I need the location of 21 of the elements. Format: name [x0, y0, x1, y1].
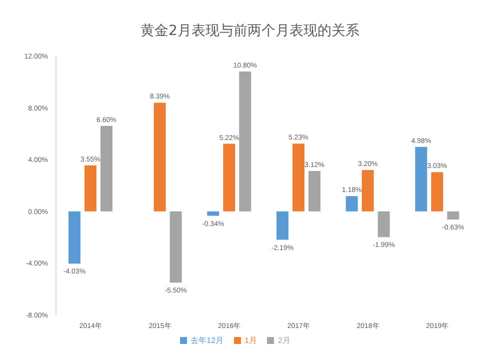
- bar: [239, 72, 252, 212]
- bar: [68, 211, 80, 264]
- bar: [292, 144, 304, 212]
- bar: [154, 102, 166, 212]
- bar: [100, 126, 112, 212]
- legend-label: 1月: [244, 336, 257, 345]
- bar: [84, 165, 96, 212]
- bar: [415, 146, 428, 212]
- bar: [308, 170, 320, 212]
- legend-label: 去年12月: [190, 336, 224, 345]
- bar: [362, 170, 374, 212]
- bar: [223, 144, 236, 212]
- bar: [276, 211, 288, 240]
- legend-label: 2月: [278, 336, 290, 345]
- chart-title: 黄金2月表现与前两个月表现的关系: [140, 22, 360, 41]
- bar: [447, 211, 460, 220]
- bar: [346, 196, 358, 212]
- bar: [431, 172, 444, 212]
- bar: [170, 211, 182, 283]
- bar: [207, 211, 220, 216]
- bar: [378, 211, 390, 238]
